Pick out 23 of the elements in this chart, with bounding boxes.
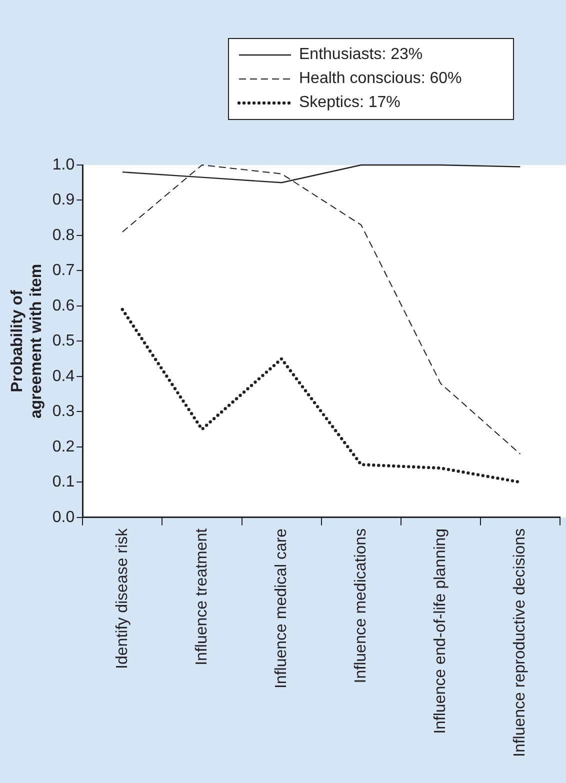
y-tick-label: 0.1 [52, 474, 75, 491]
legend-label: Health conscious: 60% [299, 70, 462, 88]
line-series [122, 164, 521, 454]
line-series [120, 308, 522, 484]
y-tick-label: 0.0 [52, 508, 75, 526]
x-tick-label: Influence medications [352, 528, 370, 684]
y-tick-label: 0.5 [52, 332, 75, 350]
y-tick-label: 0.4 [52, 368, 75, 385]
y-tick-label: 0.2 [52, 438, 75, 456]
x-tick-label: Influence treatment [193, 528, 210, 666]
y-axis-title: Probability of agreement with item [9, 264, 46, 419]
y-tick-label: 0.6 [52, 297, 75, 314]
x-tick-label: Influence reproductive decisions [512, 528, 529, 757]
x-tick-label: Identify disease risk [114, 527, 131, 669]
y-tick-label: 0.8 [52, 226, 75, 244]
y-tick-label: 0.3 [52, 403, 75, 420]
y-tick-label: 0.7 [52, 262, 75, 280]
y-tick-label: 0.9 [52, 192, 75, 209]
y-tick-label: 1.0 [52, 156, 75, 174]
legend-label: Skeptics: 17% [299, 94, 400, 112]
x-tick-label: Influence end-of-life planning [432, 528, 450, 734]
x-tick-label: Influence medical care [272, 528, 290, 689]
legend-label: Enthusiasts: 23% [299, 46, 423, 64]
